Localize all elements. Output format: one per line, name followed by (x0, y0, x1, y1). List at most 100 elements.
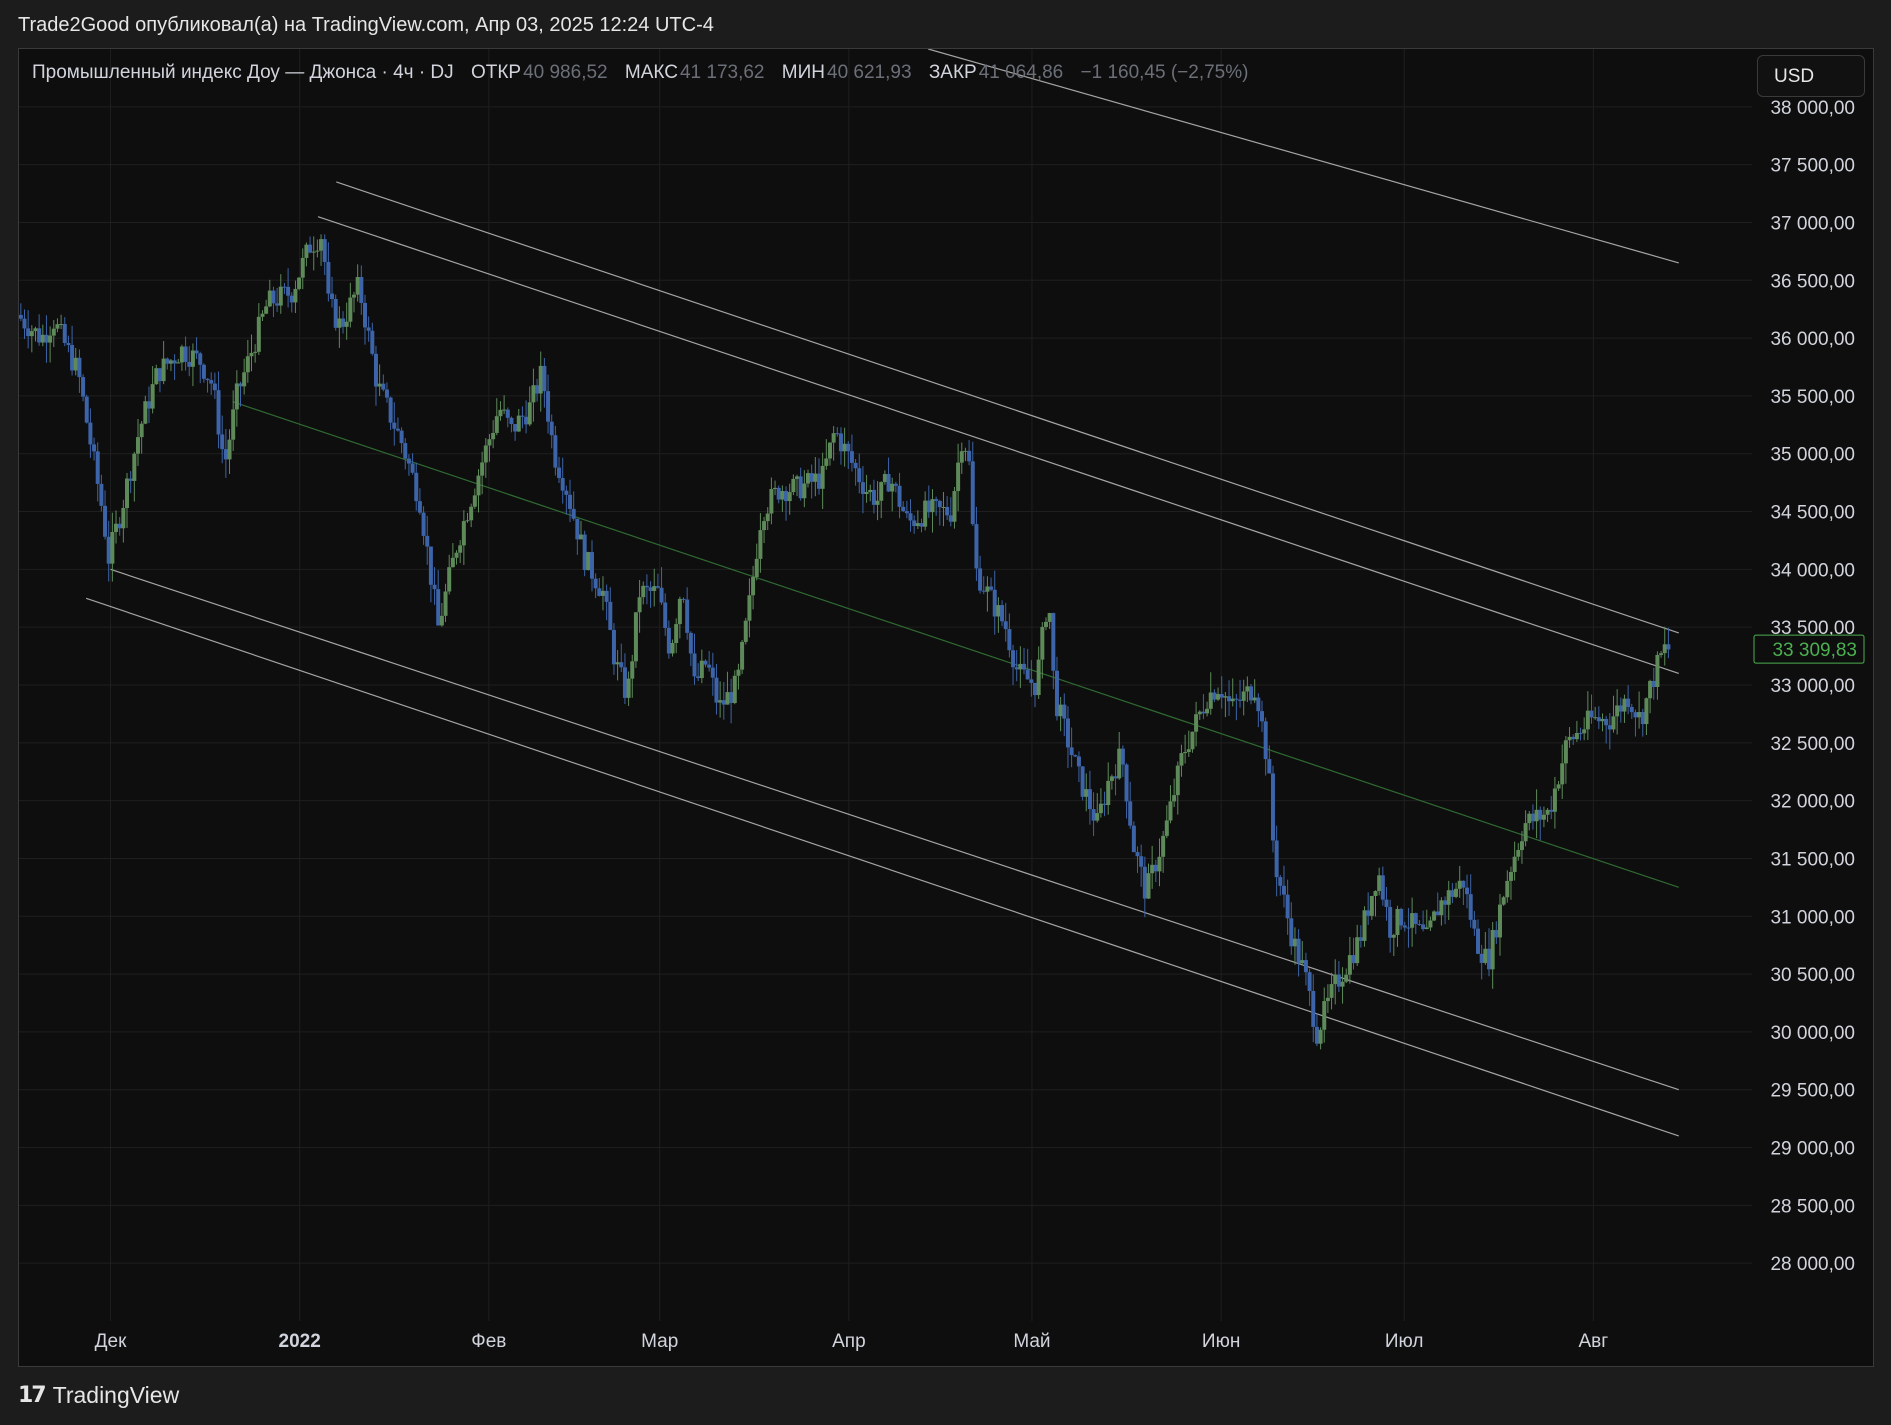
candle-up (1395, 908, 1400, 935)
candle-down (1260, 711, 1265, 722)
candle-down (926, 500, 931, 513)
candle-up (1545, 809, 1550, 815)
candle-up (527, 402, 532, 425)
currency-button[interactable]: USD (1757, 55, 1865, 97)
price-tick-label: 36 500,00 (1770, 271, 1855, 292)
candle-down (1417, 924, 1422, 926)
candle-down (721, 700, 726, 705)
candle-up (758, 530, 763, 559)
candle-down (1227, 696, 1232, 702)
channel-upper-2-line (336, 181, 1679, 634)
candle-down (1065, 718, 1070, 748)
candle-up (355, 277, 360, 295)
candle-down (729, 692, 734, 703)
symbol-legend: Промышленный индекс Доу — Джонса · 4ч · … (32, 62, 1248, 84)
candle-up (300, 257, 305, 278)
candle-down (1022, 663, 1027, 670)
candle-up (1043, 621, 1048, 627)
candle-up (1622, 698, 1627, 712)
candle-down (1604, 718, 1609, 726)
candle-down (187, 361, 192, 367)
candle-down (611, 629, 616, 665)
candle-up (754, 558, 759, 578)
candle-up (472, 495, 477, 507)
candle-down (1640, 712, 1645, 725)
candle-up (1563, 740, 1568, 764)
candle-up (1172, 795, 1177, 802)
candle-down (201, 364, 206, 379)
candle-down (981, 590, 986, 592)
candle-up (674, 624, 679, 643)
candle-down (1281, 885, 1286, 895)
candle-down (560, 478, 565, 491)
candle-up (633, 612, 638, 662)
candle-down (157, 368, 162, 382)
candle-down (816, 473, 821, 489)
candle-down (1633, 712, 1638, 718)
candle-up (1047, 613, 1052, 622)
candle-down (1139, 856, 1144, 867)
candle-down (542, 365, 547, 392)
time-tick-label: Май (1013, 1331, 1050, 1352)
candle-up (502, 409, 507, 411)
candle-down (1201, 711, 1206, 714)
candle-down (1351, 955, 1356, 964)
candle-up (125, 478, 130, 508)
candle-down (897, 485, 902, 507)
candle-down (945, 506, 950, 516)
candle-up (1325, 997, 1330, 1002)
candle-up (732, 675, 737, 703)
candle-down (330, 293, 335, 299)
candle-down (663, 602, 668, 628)
candle-down (571, 508, 576, 519)
price-tick-label: 29 000,00 (1770, 1139, 1855, 1160)
candle-down (432, 584, 437, 590)
candle-up (450, 557, 455, 568)
candle-up (615, 662, 620, 665)
candle-up (1519, 841, 1524, 851)
candle-down (223, 449, 228, 460)
price-chart[interactable]: 38 000,00 37 500,00 37 000,00 36 500,00 36 0… (19, 49, 1873, 1366)
candle-down (597, 588, 602, 596)
candle-up (267, 290, 272, 307)
candle-up (1457, 880, 1462, 889)
candle-up (1362, 910, 1367, 941)
tradingview-branding[interactable]: 17 TradingView (18, 1382, 179, 1409)
candle-up (1183, 752, 1188, 754)
candle-up (461, 521, 466, 546)
chart-panel[interactable]: 38 000,00 37 500,00 37 000,00 36 500,00 36 0… (18, 48, 1874, 1367)
candle-down (1274, 840, 1279, 878)
candle-up (923, 500, 928, 527)
candle-up (915, 523, 920, 527)
price-tick-label: 32 000,00 (1770, 792, 1855, 813)
candle-down (707, 664, 712, 668)
candle-down (1278, 877, 1283, 886)
candle-down (428, 546, 433, 585)
candle-down (1421, 924, 1426, 930)
candle-down (388, 397, 393, 423)
candle-up (498, 409, 503, 417)
candle-down (974, 524, 979, 569)
candle-down (546, 391, 551, 422)
candle-up (1424, 927, 1429, 930)
candle-down (989, 586, 994, 590)
candle-down (798, 476, 803, 499)
candle-up (469, 506, 474, 521)
channel-lower-2-line (85, 597, 1679, 1137)
candle-up (1655, 654, 1660, 687)
candle-up (1556, 784, 1561, 789)
candle-up (1095, 813, 1100, 821)
candle-up (1523, 823, 1528, 842)
candle-down (103, 505, 108, 537)
candle-up (190, 350, 195, 367)
candle-up (879, 482, 884, 501)
candle-down (1124, 764, 1129, 802)
candle-down (1311, 991, 1316, 1027)
candle-down (212, 383, 217, 391)
candle-down (1494, 930, 1499, 938)
candle-up (1157, 856, 1162, 872)
candle-up (1659, 653, 1664, 655)
candle-up (868, 489, 873, 493)
candle-up (1439, 900, 1444, 916)
candle-up (791, 478, 796, 493)
